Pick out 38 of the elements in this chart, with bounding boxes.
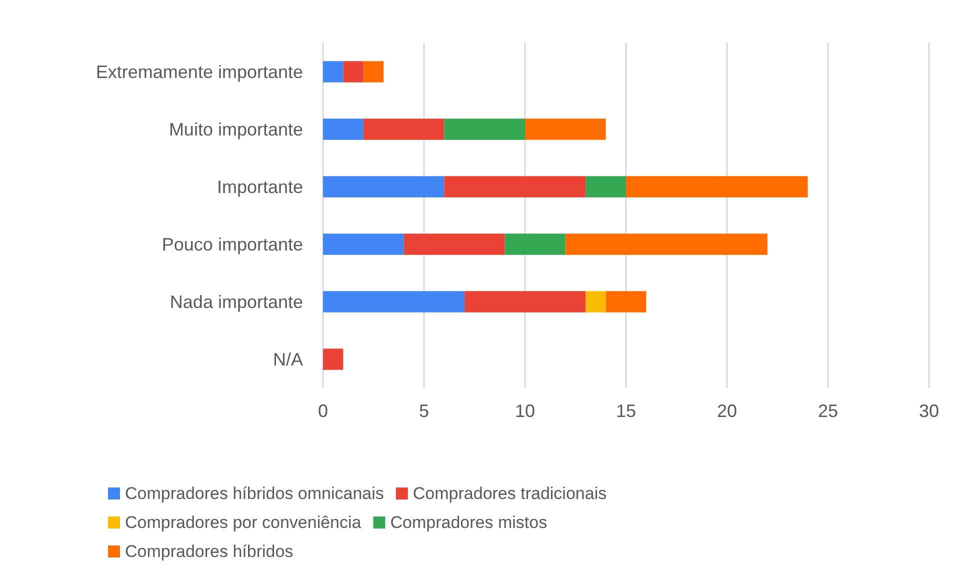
- bar: [586, 176, 626, 198]
- bar: [323, 348, 344, 370]
- bar: [323, 291, 464, 312]
- bar: [565, 234, 768, 255]
- bar: [323, 176, 444, 198]
- x-tick-label: 25: [818, 401, 838, 421]
- bar: [323, 118, 364, 140]
- x-tick-label: 10: [514, 401, 536, 421]
- bar: [606, 291, 646, 312]
- legend-label: Compradores por conveniência: [125, 513, 362, 532]
- y-tick-label: Muito importante: [168, 119, 303, 140]
- legend-label: Compradores tradicionais: [412, 484, 607, 503]
- bar: [525, 118, 606, 140]
- y-tick-label: Importante: [216, 176, 303, 197]
- legend-label: Compradores híbridos: [125, 542, 294, 561]
- y-tick-label: N/A: [272, 349, 303, 370]
- y-tick-label: Nada importante: [170, 292, 303, 312]
- legend-label: Compradores mistos: [390, 513, 548, 532]
- bar: [504, 234, 566, 255]
- legend-label: Compradores híbridos omnicanais: [125, 484, 384, 503]
- bar: [363, 61, 384, 82]
- x-tick-label: 15: [616, 401, 636, 421]
- bar: [343, 61, 364, 82]
- y-tick-label: Extremamente importante: [96, 62, 303, 82]
- bar: [586, 291, 606, 312]
- bar: [363, 118, 444, 140]
- x-tick-label: 20: [716, 401, 738, 421]
- x-tick-label: 0: [318, 401, 328, 421]
- bar: [444, 118, 525, 140]
- bar: [626, 176, 808, 198]
- y-tick-label: Pouco importante: [162, 234, 303, 254]
- bar: [464, 291, 586, 312]
- bar: [444, 176, 586, 198]
- x-tick-label: 5: [418, 401, 430, 421]
- bar: [404, 234, 505, 255]
- bar: [323, 234, 404, 255]
- bar: [323, 61, 344, 82]
- x-tick-label: 30: [918, 401, 940, 421]
